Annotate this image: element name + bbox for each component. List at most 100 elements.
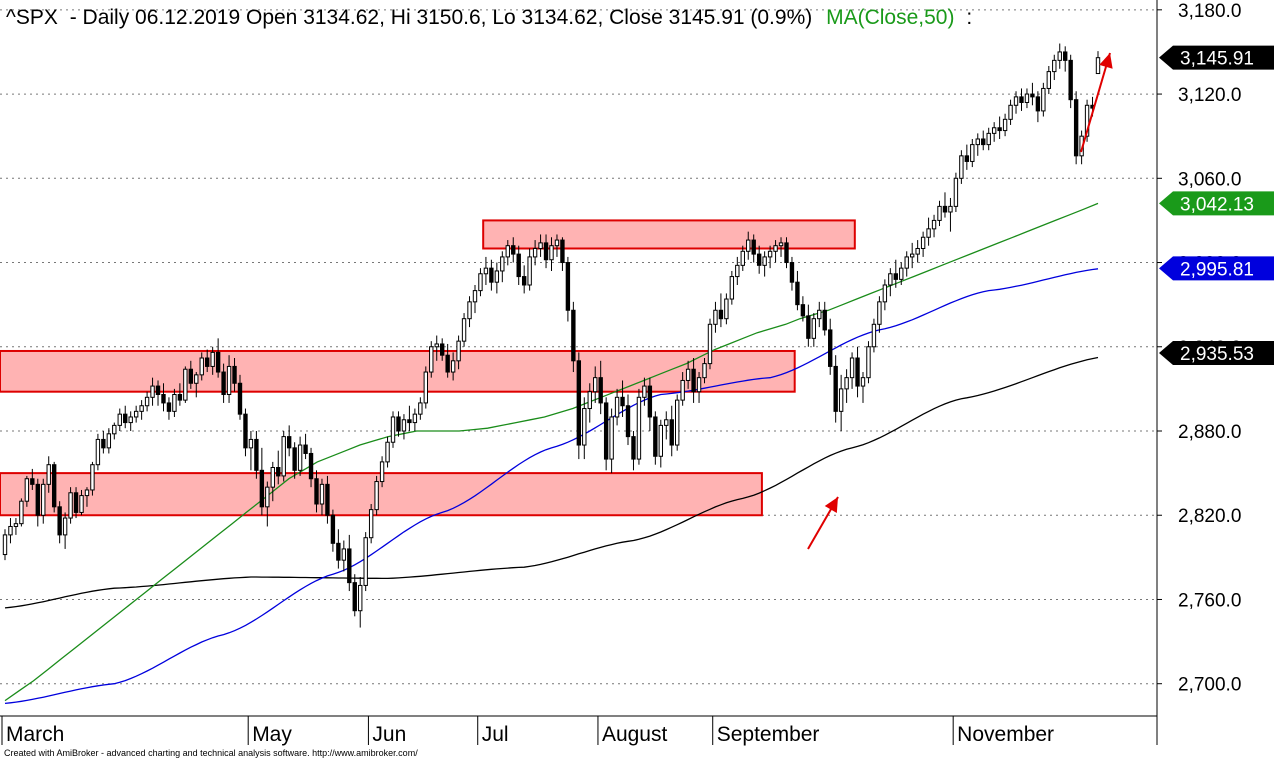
candle-body <box>631 436 636 460</box>
candle-body <box>155 385 161 396</box>
price-tag: 3,042.13 <box>1159 191 1274 216</box>
candle-body <box>532 247 538 258</box>
candle-body <box>926 228 931 238</box>
candle-body <box>161 394 166 404</box>
price-zone <box>0 349 796 393</box>
candle-body <box>467 301 472 320</box>
candle-body <box>226 365 232 396</box>
candle-body <box>1002 118 1008 132</box>
candle-body <box>41 483 46 516</box>
candle-body <box>90 464 95 491</box>
candle-body <box>565 262 571 311</box>
candle-body <box>909 253 915 258</box>
candle-body <box>379 461 385 483</box>
candle-body <box>1063 51 1068 61</box>
candle-body <box>62 517 68 536</box>
ma50-line <box>4 202 1099 702</box>
candle-body <box>735 264 740 278</box>
candle-body <box>270 467 275 488</box>
ma200-line <box>4 356 1099 609</box>
candle-body <box>57 506 62 536</box>
candle-body <box>920 236 926 249</box>
candle-body <box>964 155 970 162</box>
candle-body <box>860 377 866 387</box>
price-tag-bg <box>1159 341 1274 366</box>
candle-body <box>560 239 565 264</box>
candle-body <box>248 438 254 449</box>
candle-body <box>948 205 953 213</box>
candle-body <box>664 419 669 426</box>
x-tick-label: Jul <box>482 723 509 746</box>
candle-body <box>800 304 806 317</box>
y-tick-label: 2,700.0 <box>1178 675 1241 696</box>
candle-body <box>685 368 691 381</box>
candle-body <box>1041 87 1046 112</box>
candle-body <box>232 365 237 384</box>
candle-body <box>549 245 554 261</box>
candle-body <box>385 441 390 463</box>
candle-body <box>478 273 483 292</box>
candle-body <box>19 500 24 525</box>
candle-body <box>647 385 653 418</box>
candle-body <box>675 399 680 446</box>
candle-body <box>79 495 84 513</box>
ohlc-summary: - Daily 06.12.2019 Open 3134.62, Hi 3150… <box>70 6 813 29</box>
candle-body <box>527 256 532 286</box>
candle-body <box>582 408 587 446</box>
candle-body <box>194 374 199 384</box>
candle-body <box>625 405 631 438</box>
candle-body <box>117 413 122 426</box>
candle-body <box>358 584 363 612</box>
candle-body <box>991 127 997 134</box>
candle-body <box>521 276 527 286</box>
candle-body <box>319 483 325 505</box>
candle-body <box>1057 51 1062 61</box>
candle-body <box>51 464 57 508</box>
candle-body <box>511 245 516 255</box>
price-tag-bg <box>1159 191 1274 216</box>
candle-body <box>833 365 838 412</box>
candle-body <box>407 419 412 424</box>
candle-body <box>112 424 117 435</box>
arrow-head <box>824 497 838 513</box>
candle-body <box>849 357 855 379</box>
support-resistance-zones <box>0 219 856 517</box>
candle-body <box>461 318 467 342</box>
candle-body <box>1035 96 1041 112</box>
price-tag-bg <box>1159 256 1274 281</box>
candle-body <box>997 127 1002 132</box>
candle-body <box>603 402 609 460</box>
candle-body <box>751 239 756 255</box>
candle-body <box>35 483 40 516</box>
candle-body <box>1095 57 1101 75</box>
candle-body <box>1068 59 1073 101</box>
candle-body <box>30 478 35 485</box>
candle-body <box>855 357 860 387</box>
candle-body <box>642 385 647 398</box>
axes: 3,180.03,120.03,060.03,000.02,940.02,880… <box>0 0 1274 746</box>
candle-body <box>396 416 401 432</box>
candle-body <box>516 253 521 278</box>
candle-body <box>106 433 112 449</box>
y-tick-label: 2,820.0 <box>1178 506 1241 527</box>
candle-body <box>899 267 904 280</box>
candle-body <box>778 242 784 247</box>
candle-body <box>133 410 139 418</box>
candle-body <box>707 323 713 365</box>
candle-body <box>330 514 336 544</box>
price-tag-bg <box>1159 45 1274 70</box>
candle-body <box>84 489 90 497</box>
x-tick-label: November <box>957 723 1054 746</box>
candle-body <box>904 256 909 269</box>
candle-body <box>8 525 13 536</box>
candle-body <box>440 343 445 356</box>
candle-body <box>811 318 817 339</box>
candle-body <box>1024 93 1030 103</box>
candle-body <box>598 377 603 404</box>
candle-body <box>489 267 494 283</box>
candle-body <box>390 416 396 443</box>
y-tick-label: 2,880.0 <box>1178 422 1241 443</box>
candle-body <box>931 219 937 230</box>
ma-legend-label: MA(Close,50) <box>826 6 954 29</box>
